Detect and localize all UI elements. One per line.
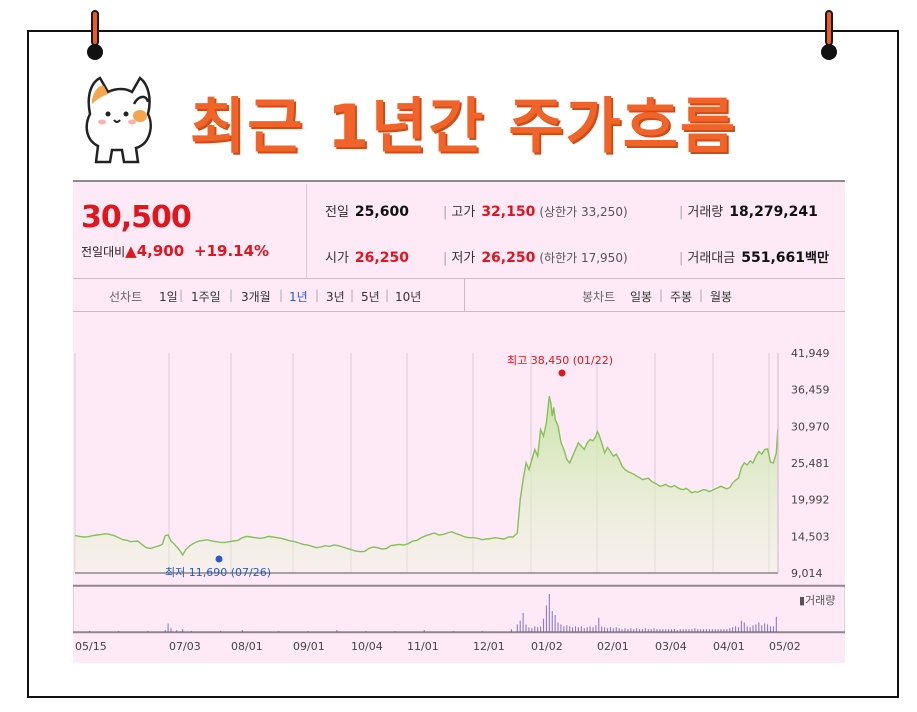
x-tick-label: 03/04 [655, 640, 687, 653]
period-1w[interactable]: 1주일 [191, 290, 221, 304]
candle-daily[interactable]: 일봉 [630, 290, 653, 304]
y-tick-label: 9,014 [791, 567, 823, 580]
min-annotation: 최저 11,690 (07/26) [165, 566, 271, 579]
y-tick-label: 41,949 [791, 347, 830, 360]
x-tick-label: 01/02 [531, 640, 563, 653]
x-tick-label: 09/01 [293, 640, 325, 653]
candle-monthly[interactable]: 월봉 [710, 290, 733, 304]
y-tick-label: 19,992 [791, 494, 830, 507]
divider [306, 184, 307, 278]
period-10y[interactable]: 10년 [395, 290, 422, 304]
y-tick-label: 25,481 [791, 457, 830, 470]
change-label: 전일대비 [81, 245, 126, 259]
period-3m[interactable]: 3개월 [241, 290, 271, 304]
volume: | 거래량 18,279,241 [679, 204, 818, 220]
period-1y[interactable]: 1년 [289, 290, 308, 304]
day-low: | 저가 26,250 (하한가 17,950) [443, 250, 628, 266]
quote-header: 30,500 전일대비▲4,900 +19.14% 전일 25,600 | 고가 32… [73, 180, 845, 278]
ring-left [87, 44, 103, 60]
x-tick-label: 10/04 [351, 640, 383, 653]
y-tick-label: 36,459 [791, 384, 830, 397]
open-price: 시가 26,250 [325, 250, 409, 266]
x-tick-label: 04/01 [713, 640, 745, 653]
x-tick-label: 12/01 [473, 640, 505, 653]
x-tick-label: 08/01 [231, 640, 263, 653]
y-tick-label: 30,970 [791, 420, 830, 433]
page-title: 최근 1년간 주가흐름 [190, 92, 738, 162]
price-chart: 41,949 36,459 30,970 25,481 19,992 14,503 9,01… [73, 347, 845, 653]
x-tick-label: 05/02 [769, 640, 801, 653]
trade-amount: | 거래대금 551,661백만 [679, 250, 829, 266]
prev-close: 전일 25,600 [325, 204, 409, 220]
pin-right [825, 10, 833, 46]
candle-chart-label: 봉차트 [582, 290, 616, 304]
current-price: 30,500 [81, 200, 192, 235]
period-3y[interactable]: 3년 [326, 290, 345, 304]
max-point [558, 369, 566, 377]
change-value: 4,900 [136, 242, 185, 260]
volume-panel [73, 584, 845, 634]
price-line [74, 395, 779, 557]
x-tick-label: 11/01 [407, 640, 439, 653]
x-tick-label: 02/01 [597, 640, 629, 653]
cat-mascot-icon [85, 76, 152, 164]
candle-weekly[interactable]: 주봉 [670, 290, 693, 304]
y-tick-label: 14,503 [791, 530, 830, 543]
pin-left [91, 10, 99, 46]
x-tick-label: 07/03 [169, 640, 201, 653]
line-chart-label: 선차트 [109, 290, 143, 304]
period-5y[interactable]: 5년 [361, 290, 380, 304]
period-1d[interactable]: 1일 [159, 290, 178, 304]
ring-right [821, 44, 837, 60]
chart-toolbar: 선차트 1일 | 1주일 | 3개월 | 1년 | 3년 | 5년 | 10년 … [73, 278, 845, 312]
volume-legend: ▮거래량 [799, 594, 835, 607]
price-change: 전일대비▲4,900 +19.14% [81, 242, 269, 260]
min-point [215, 555, 223, 563]
change-pct: +19.14% [194, 242, 270, 260]
stock-panel: 30,500 전일대비▲4,900 +19.14% 전일 25,600 | 고가 32… [73, 180, 845, 663]
price-area [75, 396, 778, 573]
day-high: | 고가 32,150 (상한가 33,250) [443, 204, 628, 220]
x-tick-label: 05/15 [75, 640, 107, 653]
max-annotation: 최고 38,450 (01/22) [507, 354, 613, 367]
up-arrow-icon: ▲ [125, 242, 137, 260]
